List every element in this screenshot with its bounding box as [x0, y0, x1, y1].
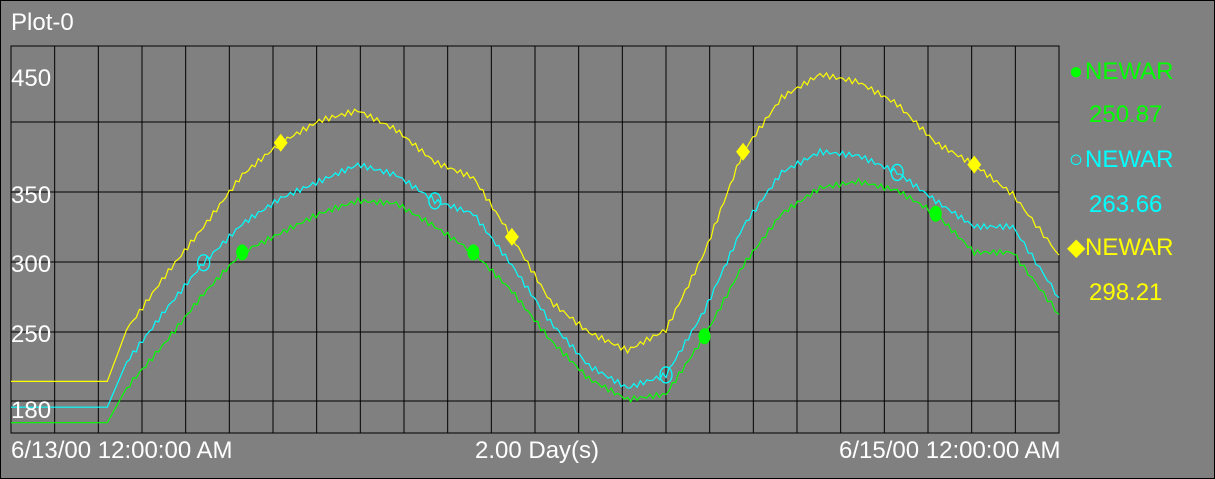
legend-value: 263.66: [1089, 191, 1163, 218]
series-marker: [273, 133, 288, 152]
legend-item: ○NEWAR: [1067, 146, 1174, 173]
marker-layer: [196, 133, 982, 384]
x-start-label: 6/13/00 12:00:00 AM: [11, 437, 233, 464]
filled-circle-icon: ●: [1068, 58, 1084, 85]
series-marker: [467, 244, 480, 261]
legend-name: NEWAR: [1085, 146, 1174, 173]
plot-title: Plot-0: [11, 9, 74, 36]
legend-name: NEWAR: [1085, 234, 1174, 261]
y-tick-label: 350: [11, 182, 52, 209]
series-marker: [736, 142, 751, 161]
series-marker: [236, 244, 249, 261]
series-layer: [11, 71, 1060, 424]
diamond-icon: ◆: [1067, 234, 1086, 261]
series-marker: [698, 328, 711, 345]
series-marker: [890, 163, 904, 182]
x-end-label: 6/15/00 12:00:00 AM: [839, 437, 1061, 464]
series-marker: [929, 205, 942, 222]
series-marker: [967, 155, 982, 174]
series-marker: [428, 192, 442, 210]
legend-item: ◆NEWAR: [1067, 236, 1173, 260]
series-line: [11, 71, 1060, 382]
y-tick-label: 250: [11, 321, 52, 348]
legend-item: ●NEWAR: [1067, 58, 1174, 85]
legend-value: 250.87: [1089, 101, 1163, 128]
series-line: [11, 177, 1060, 424]
x-span-label: 2.00 Day(s): [475, 437, 600, 464]
series-marker: [504, 227, 519, 246]
y-tick-label: 180: [11, 397, 52, 424]
open-circle-icon: ○: [1068, 146, 1084, 173]
legend-value: 298.21: [1089, 279, 1163, 306]
series-marker: [659, 366, 673, 384]
grid: [10, 45, 1060, 434]
series-line: [11, 147, 1060, 408]
y-tick-label: 300: [11, 251, 52, 278]
legend-name: NEWAR: [1085, 58, 1174, 85]
series-marker: [196, 254, 211, 272]
y-tick-label: 450: [11, 65, 52, 92]
